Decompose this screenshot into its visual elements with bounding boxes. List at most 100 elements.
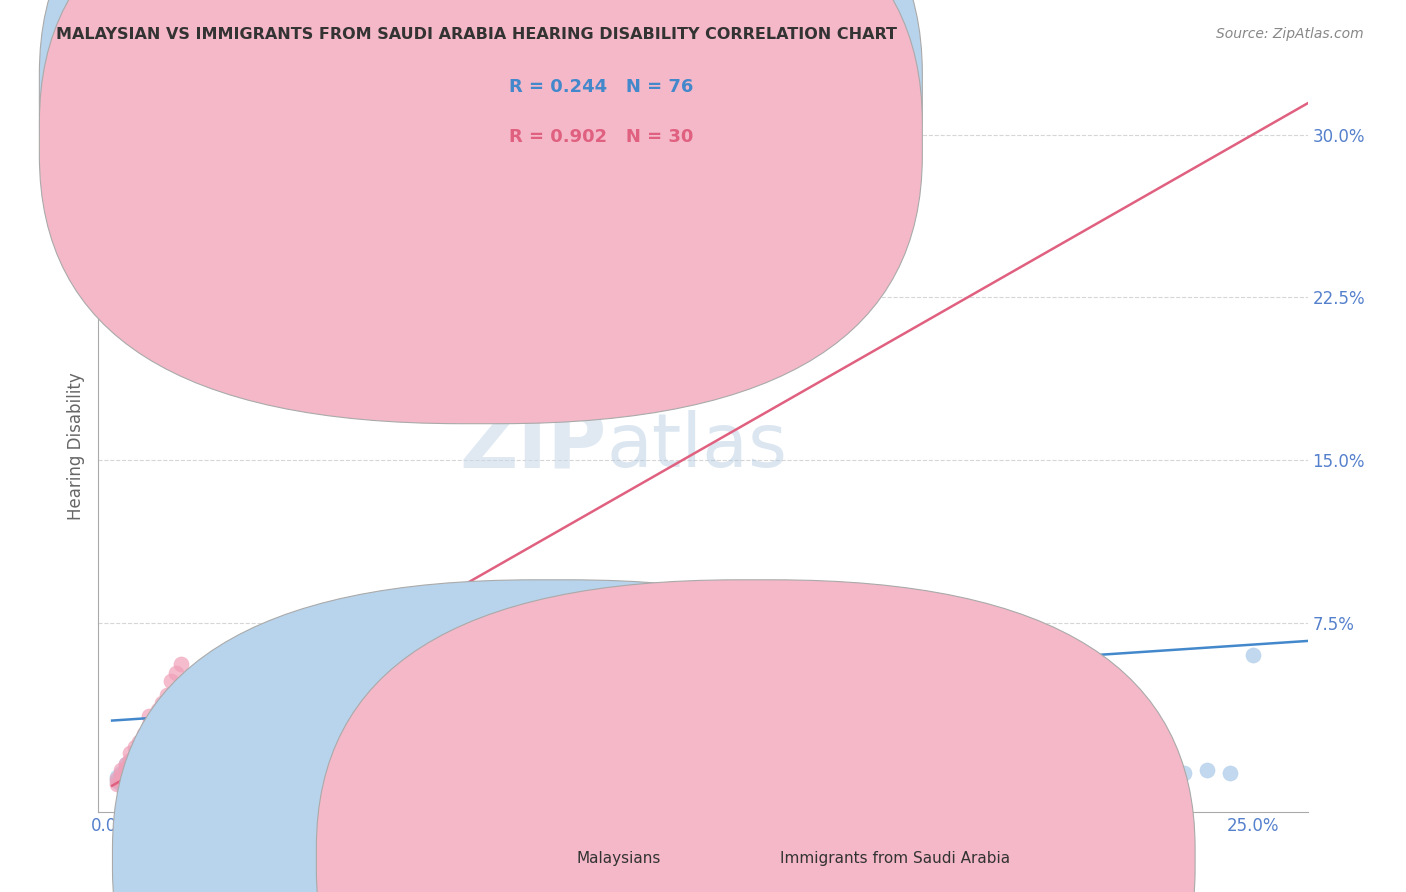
- Point: [1036, 764, 1059, 778]
- Point: [156, 770, 179, 784]
- Point: [229, 768, 252, 782]
- Point: [124, 756, 146, 771]
- Point: [146, 703, 169, 717]
- Point: [105, 772, 128, 787]
- Point: [1014, 765, 1036, 780]
- Point: [105, 774, 128, 789]
- Point: [465, 759, 488, 773]
- Point: [128, 746, 150, 760]
- Point: [132, 765, 155, 780]
- Point: [374, 768, 396, 782]
- Point: [114, 761, 136, 775]
- Point: [120, 761, 142, 775]
- Point: [110, 774, 132, 789]
- Point: [132, 726, 155, 740]
- Text: Source: ZipAtlas.com: Source: ZipAtlas.com: [1216, 27, 1364, 41]
- Point: [603, 765, 626, 780]
- Point: [260, 765, 283, 780]
- Point: [160, 674, 183, 689]
- Point: [740, 765, 762, 780]
- Point: [1059, 765, 1081, 780]
- Point: [967, 764, 990, 778]
- Point: [138, 718, 160, 732]
- Point: [579, 764, 602, 778]
- Point: [169, 768, 191, 782]
- Point: [786, 764, 808, 778]
- Point: [831, 768, 853, 782]
- Point: [124, 748, 146, 763]
- Point: [142, 772, 165, 787]
- Point: [120, 765, 142, 780]
- Text: R = 0.902   N = 30: R = 0.902 N = 30: [509, 128, 693, 146]
- Text: R = 0.244   N = 76: R = 0.244 N = 76: [509, 78, 693, 96]
- Point: [808, 247, 831, 261]
- Point: [512, 764, 534, 778]
- Point: [124, 770, 146, 784]
- Text: atlas: atlas: [606, 409, 787, 483]
- Point: [114, 770, 136, 784]
- Point: [110, 776, 132, 790]
- Point: [274, 759, 297, 773]
- Point: [138, 709, 160, 723]
- Point: [420, 765, 443, 780]
- Point: [128, 768, 150, 782]
- Point: [110, 768, 132, 782]
- Point: [128, 774, 150, 789]
- Point: [648, 765, 671, 780]
- Point: [534, 765, 557, 780]
- Text: ZIP: ZIP: [458, 407, 606, 485]
- Point: [146, 759, 169, 773]
- Point: [876, 764, 898, 778]
- Point: [105, 776, 128, 790]
- Point: [1105, 764, 1128, 778]
- Point: [1081, 761, 1104, 775]
- Point: [146, 768, 169, 782]
- Point: [1150, 764, 1173, 778]
- Y-axis label: Hearing Disability: Hearing Disability: [66, 372, 84, 520]
- Point: [128, 735, 150, 749]
- Text: Malaysians: Malaysians: [576, 852, 661, 866]
- Point: [120, 772, 142, 787]
- Point: [165, 665, 187, 680]
- Point: [138, 770, 160, 784]
- Point: [398, 764, 420, 778]
- Point: [1128, 765, 1150, 780]
- Point: [1241, 648, 1264, 663]
- Point: [160, 764, 183, 778]
- Point: [183, 258, 205, 272]
- Point: [150, 696, 173, 710]
- Point: [169, 657, 191, 672]
- Point: [114, 764, 136, 778]
- Point: [1173, 765, 1195, 780]
- Point: [128, 761, 150, 775]
- Point: [695, 764, 717, 778]
- Point: [352, 761, 374, 775]
- Point: [292, 670, 315, 684]
- Point: [114, 756, 136, 771]
- Point: [1197, 764, 1219, 778]
- Text: MALAYSIAN VS IMMIGRANTS FROM SAUDI ARABIA HEARING DISABILITY CORRELATION CHART: MALAYSIAN VS IMMIGRANTS FROM SAUDI ARABI…: [56, 27, 897, 42]
- Point: [142, 714, 165, 728]
- Point: [443, 761, 465, 775]
- Point: [238, 761, 260, 775]
- Point: [110, 764, 132, 778]
- Point: [142, 761, 165, 775]
- Point: [114, 756, 136, 771]
- Point: [329, 765, 352, 780]
- Point: [138, 764, 160, 778]
- Point: [626, 761, 648, 775]
- Point: [215, 764, 238, 778]
- Point: [120, 746, 142, 760]
- Point: [183, 761, 205, 775]
- Point: [114, 774, 136, 789]
- Point: [120, 768, 142, 782]
- Point: [557, 761, 579, 775]
- Point: [132, 739, 155, 754]
- Point: [110, 765, 132, 780]
- Point: [110, 772, 132, 787]
- Point: [124, 765, 146, 780]
- Text: Immigrants from Saudi Arabia: Immigrants from Saudi Arabia: [780, 852, 1011, 866]
- Point: [193, 765, 215, 780]
- Point: [156, 688, 179, 702]
- Point: [124, 776, 146, 790]
